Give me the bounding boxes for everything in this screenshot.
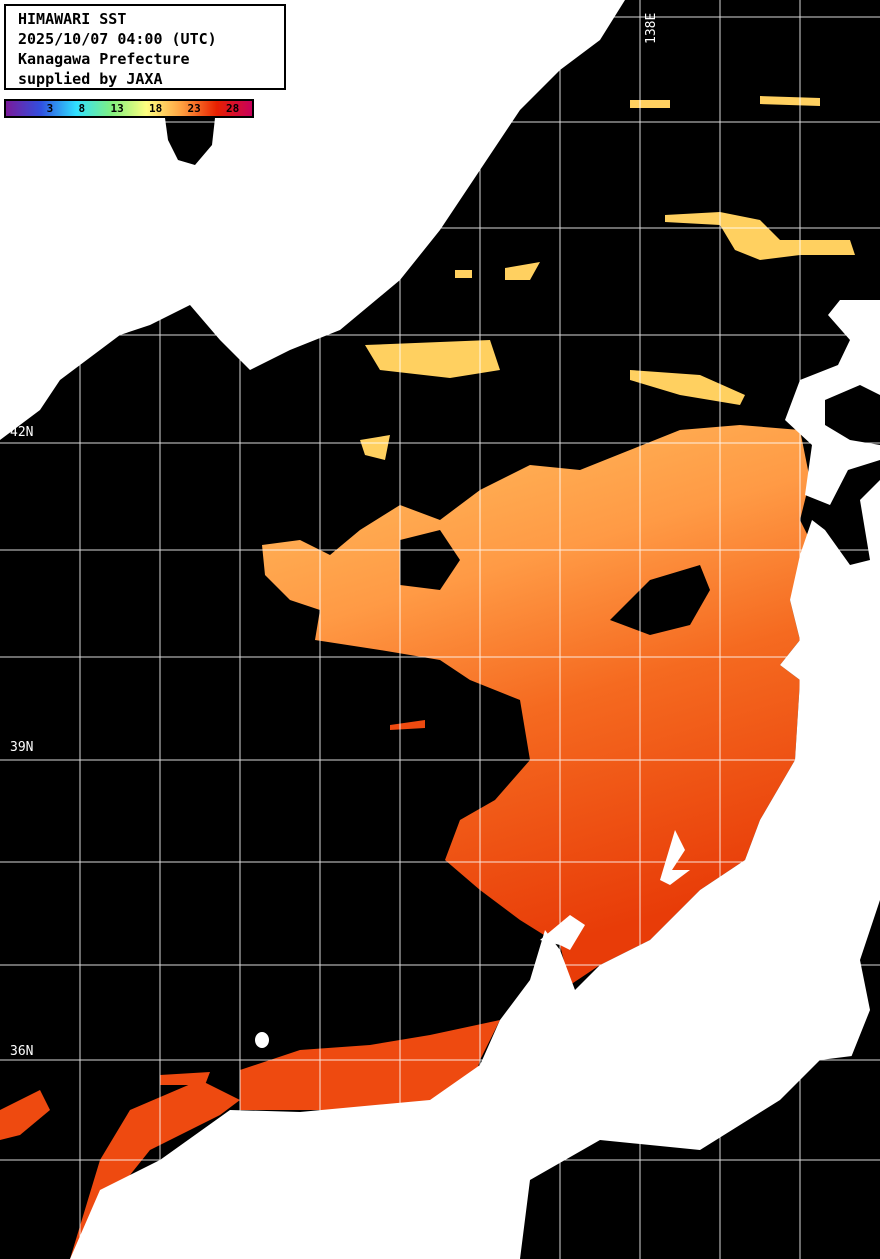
- colorbar-tick: 18: [148, 102, 163, 115]
- land-honshu: [70, 480, 880, 1259]
- colorbar-tick: 23: [187, 102, 201, 115]
- lat-label-42n: 42N: [10, 425, 34, 440]
- title: HIMAWARI SST: [18, 10, 127, 28]
- sea-bay: [825, 385, 880, 445]
- credit: supplied by JAXA: [18, 70, 163, 88]
- land-noto: [540, 915, 585, 950]
- lat-label-39n: 39N: [10, 740, 34, 755]
- datetime: 2025/10/07 04:00 (UTC): [18, 30, 217, 48]
- sea-blob: [165, 118, 215, 165]
- colorbar-tick: 13: [110, 102, 124, 115]
- colorbar-tick: 28: [226, 102, 240, 115]
- region: Kanagawa Prefecture: [18, 50, 190, 68]
- sst-black-patch: [400, 530, 460, 590]
- colorbar-tick: 3: [46, 102, 54, 115]
- sea-pacific: [545, 900, 880, 1259]
- title-box: HIMAWARI SST 2025/10/07 04:00 (UTC) Kana…: [3, 3, 287, 91]
- colorbar-tick: 8: [78, 102, 86, 115]
- sst-south-region: [0, 720, 500, 1259]
- sst-cool-patches: [360, 96, 855, 460]
- land-shikoku: [375, 1195, 410, 1259]
- lon-label-138e: 138E: [644, 12, 659, 44]
- sst-black-patch: [610, 565, 710, 635]
- lat-label-36n: 36N: [10, 1044, 34, 1059]
- land-island-sado: [660, 830, 690, 885]
- land-island: [255, 1032, 269, 1048]
- colorbar-legend: 3 8 13 18 23 28: [4, 99, 254, 118]
